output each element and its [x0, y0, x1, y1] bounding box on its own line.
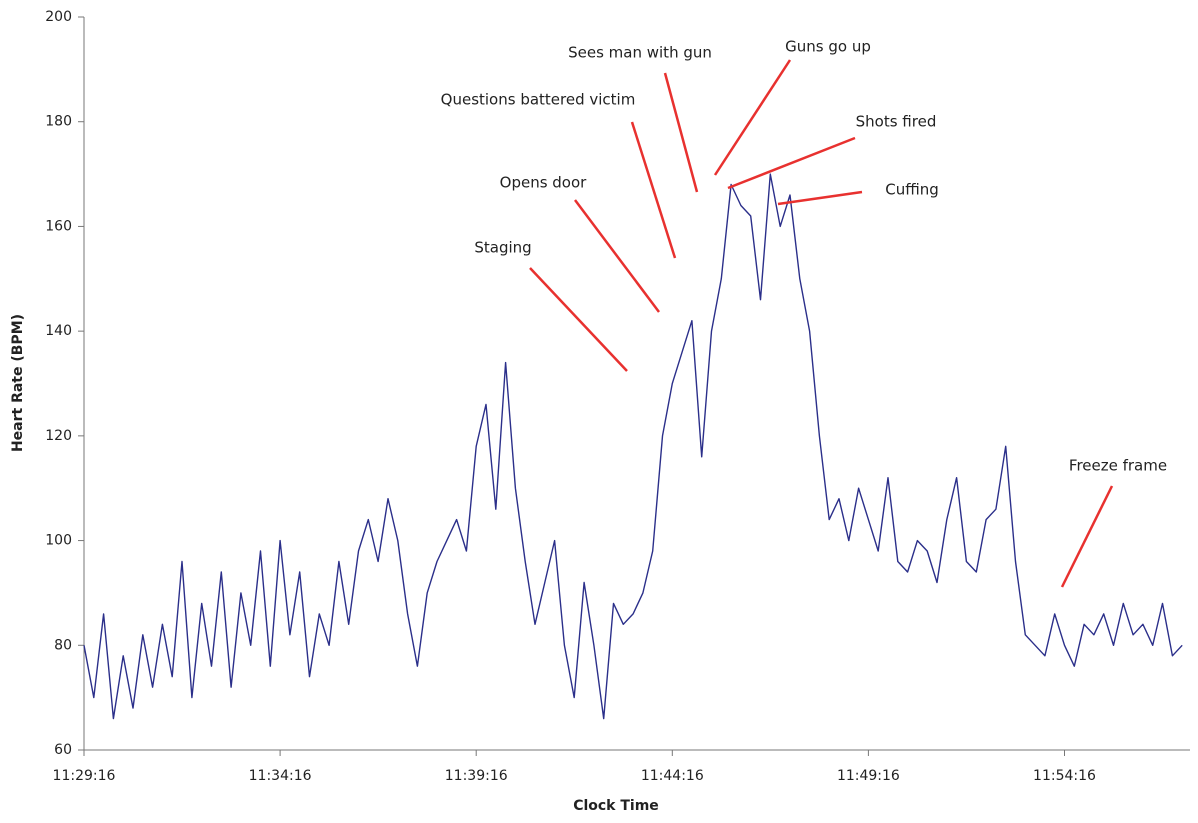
y-tick-label: 100 [45, 533, 72, 549]
annotation-pointer [777, 190, 863, 206]
annotation-pointer [1060, 485, 1114, 588]
y-axis-label: Heart Rate (BPM) [10, 314, 26, 452]
annotation: Questions battered victim [441, 91, 636, 109]
annotation: Shots fired [856, 113, 937, 131]
y-tick-label: 120 [45, 428, 72, 444]
x-tick-label: 11:54:16 [1033, 768, 1096, 784]
annotation: Guns go up [785, 38, 871, 56]
y-tick-label: 180 [45, 114, 72, 130]
annotation-pointer [574, 199, 660, 313]
x-tick-label: 11:49:16 [837, 768, 900, 784]
annotation-pointer [727, 136, 856, 190]
annotation: Freeze frame [1069, 457, 1167, 475]
x-tick-label: 11:39:16 [445, 768, 508, 784]
annotation-pointer [630, 121, 677, 259]
annotation: Sees man with gun [568, 44, 712, 62]
annotation-pointer [529, 267, 628, 372]
annotation-pointer [713, 59, 792, 176]
y-tick-label: 140 [45, 323, 72, 339]
x-tick-label: 11:34:16 [249, 768, 312, 784]
y-tick-label: 200 [45, 9, 72, 25]
x-axis-label: Clock Time [573, 798, 659, 814]
y-tick-label: 80 [54, 637, 72, 653]
annotation: Cuffing [885, 181, 939, 199]
annotation: Opens door [500, 174, 588, 192]
x-tick-label: 11:44:16 [641, 768, 704, 784]
x-tick-label: 11:29:16 [53, 768, 116, 784]
heart-rate-line [83, 173, 1183, 720]
y-tick-label: 160 [45, 218, 72, 234]
annotation-pointer [663, 72, 699, 193]
annotation: Staging [474, 239, 531, 257]
y-tick-label: 60 [54, 742, 72, 758]
